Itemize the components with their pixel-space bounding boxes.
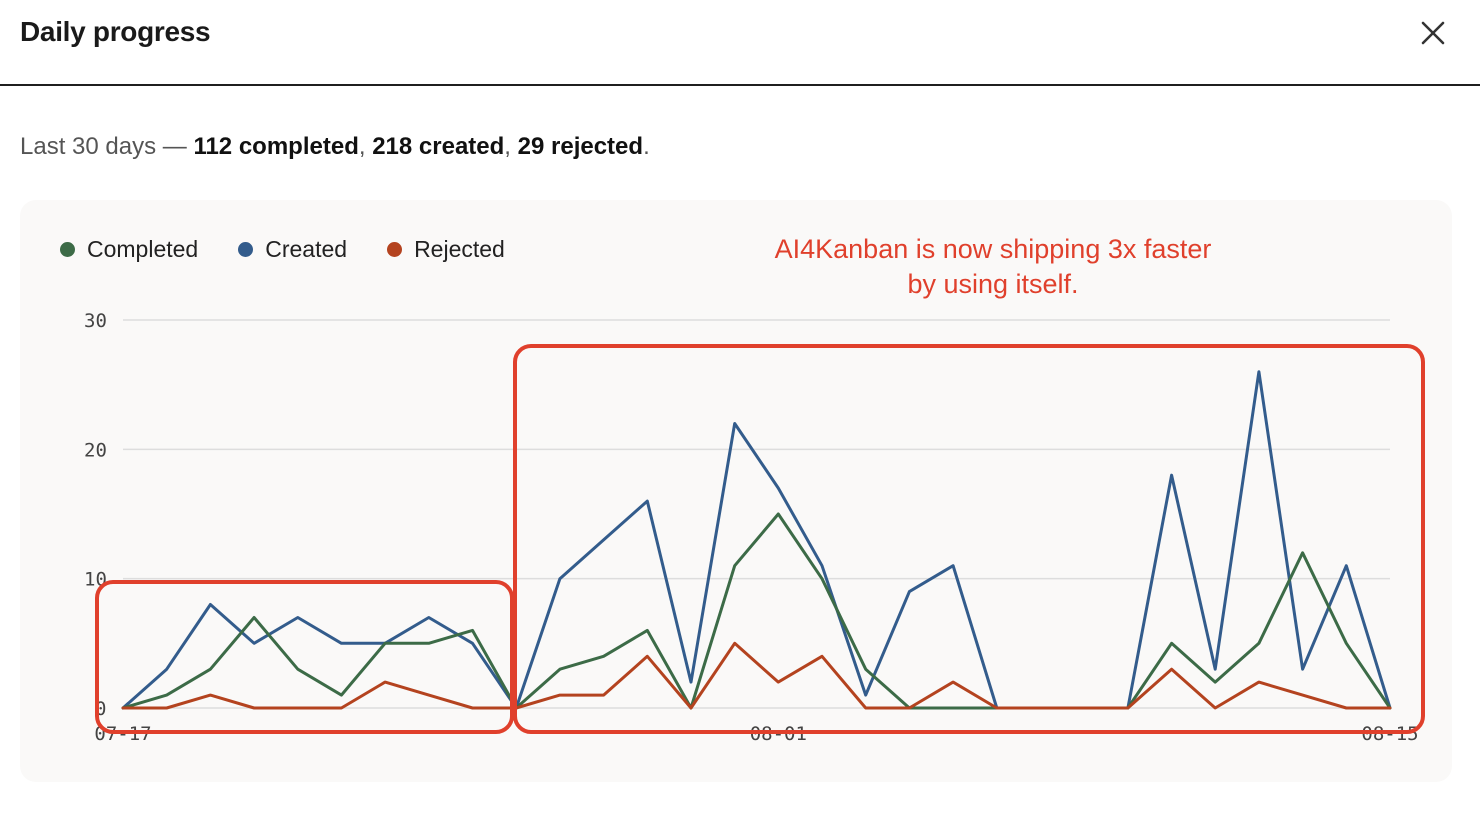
y-tick-label: 30 (84, 310, 107, 332)
series-line-created (121, 370, 1392, 710)
rejected-count: 29 rejected (517, 133, 644, 160)
summary-prefix: Last 30 days — (20, 133, 194, 160)
close-icon[interactable] (1416, 16, 1450, 50)
legend-dot-rejected (387, 242, 403, 257)
series-line-completed (121, 512, 1392, 710)
chart-card (20, 200, 1452, 782)
legend-label-rejected: Rejected (414, 236, 505, 262)
y-tick-label: 20 (84, 439, 107, 461)
chart-annotation: AI4Kanban is now shipping 3x faster by u… (774, 234, 1212, 299)
summary-sep-2: , (504, 133, 518, 160)
dialog-header: Daily progress (0, 0, 1480, 86)
dialog-title: Daily progress (20, 16, 211, 47)
highlight-box-2 (513, 344, 1425, 734)
summary-suffix: . (643, 133, 650, 160)
created-count: 218 created (372, 133, 505, 160)
legend-label-completed: Completed (87, 236, 199, 262)
legend-item-rejected[interactable]: Rejected (387, 236, 505, 263)
legend-dot-created (238, 242, 254, 257)
legend-item-completed[interactable]: Completed (60, 236, 198, 263)
legend-item-created[interactable]: Created (238, 236, 347, 263)
series-line-rejected (121, 641, 1392, 710)
summary-text: Last 30 days — 112 completed, 218 create… (20, 133, 650, 161)
y-tick-label: 0 (95, 698, 106, 720)
highlight-box-1 (95, 580, 514, 734)
legend-label-created: Created (265, 236, 348, 262)
chart-legend: Completed Created Rejected (60, 236, 505, 263)
legend-dot-completed (60, 242, 75, 257)
summary-sep-1: , (358, 133, 373, 160)
completed-count: 112 completed (193, 133, 359, 160)
